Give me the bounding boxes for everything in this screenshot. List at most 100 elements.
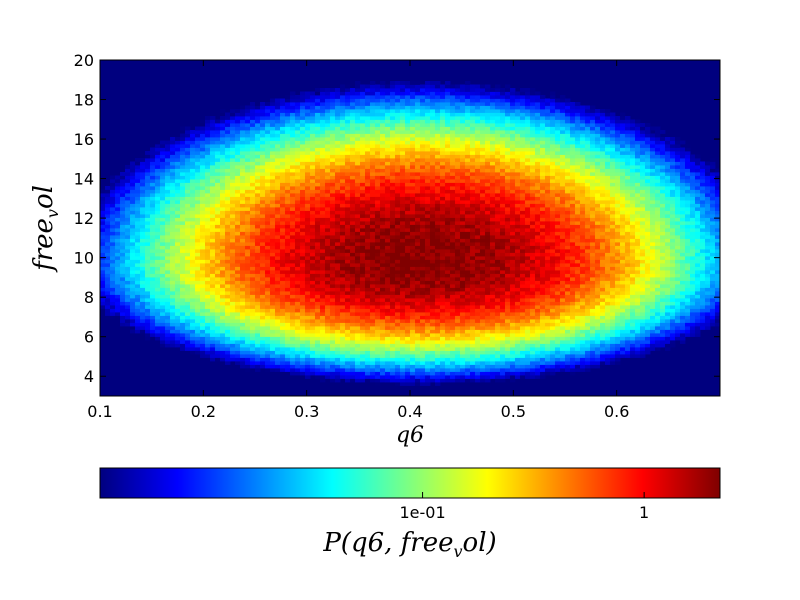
heatmap-cell: [225, 228, 231, 232]
heatmap-cell: [440, 210, 446, 215]
heatmap-cell: [275, 109, 281, 113]
heatmap-cell: [265, 224, 271, 229]
heatmap-cell: [395, 245, 401, 250]
heatmap-cell: [335, 196, 341, 201]
heatmap-cell: [220, 361, 226, 365]
heatmap-cell: [140, 179, 146, 183]
heatmap-cell: [225, 249, 231, 253]
heatmap-cell: [330, 298, 336, 302]
heatmap-cell: [260, 224, 266, 229]
heatmap-cell: [390, 179, 396, 183]
heatmap-cell: [105, 301, 111, 306]
heatmap-cell: [355, 158, 361, 162]
heatmap-cell: [170, 189, 176, 194]
heatmap-cell: [105, 231, 111, 236]
heatmap-cell: [360, 200, 366, 204]
heatmap-cell: [320, 294, 326, 299]
heatmap-cell: [165, 168, 171, 173]
heatmap-cell: [275, 238, 281, 243]
heatmap-cell: [430, 168, 436, 173]
heatmap-cell: [315, 329, 321, 334]
heatmap-cell: [115, 294, 121, 299]
heatmap-cell: [375, 137, 381, 141]
heatmap-cell: [350, 133, 356, 138]
heatmap-cell: [185, 259, 191, 264]
heatmap-cell: [265, 165, 271, 169]
heatmap-cell: [410, 207, 416, 211]
heatmap-cell: [125, 287, 131, 292]
heatmap-cell: [120, 266, 126, 271]
heatmap-cell: [250, 186, 256, 190]
heatmap-cell: [370, 123, 376, 127]
heatmap-cell: [415, 287, 421, 292]
heatmap-cell: [315, 375, 321, 379]
heatmap-cell: [275, 210, 281, 215]
heatmap-cell: [420, 210, 426, 215]
heatmap-cell: [160, 308, 166, 313]
heatmap-cell: [355, 287, 361, 292]
heatmap-cell: [395, 186, 401, 190]
heatmap-cell: [250, 193, 256, 197]
heatmap-cell: [360, 308, 366, 313]
heatmap-cell: [220, 333, 226, 337]
heatmap-cell: [295, 312, 301, 316]
heatmap-cell: [195, 133, 201, 138]
heatmap-cell: [435, 378, 441, 383]
heatmap-cell: [430, 144, 436, 148]
heatmap-cell: [255, 126, 261, 131]
heatmap-cell: [160, 273, 166, 278]
heatmap-cell: [225, 186, 231, 190]
heatmap-cell: [255, 357, 261, 362]
heatmap-cell: [235, 214, 241, 218]
heatmap-cell: [335, 378, 341, 383]
heatmap-cell: [390, 277, 396, 281]
heatmap-cell: [400, 343, 406, 348]
heatmap-cell: [120, 203, 126, 208]
heatmap-cell: [415, 81, 421, 85]
heatmap-cell: [265, 175, 271, 180]
heatmap-cell: [375, 242, 381, 246]
heatmap-cell: [405, 168, 411, 173]
heatmap-cell: [290, 357, 296, 362]
heatmap-cell: [440, 217, 446, 222]
heatmap-cell: [305, 224, 311, 229]
heatmap-cell: [365, 102, 371, 106]
heatmap-cell: [330, 88, 336, 92]
heatmap-cell: [325, 189, 331, 194]
heatmap-cell: [230, 350, 236, 355]
heatmap-cell: [340, 130, 346, 134]
heatmap-cell: [320, 252, 326, 257]
heatmap-cell: [255, 154, 261, 159]
heatmap-cell: [285, 270, 291, 274]
heatmap-cell: [185, 172, 191, 176]
heatmap-cell: [230, 123, 236, 127]
heatmap-cell: [215, 256, 221, 260]
heatmap-cell: [355, 151, 361, 155]
heatmap-cell: [395, 333, 401, 337]
heatmap-cell: [350, 336, 356, 341]
heatmap-cell: [260, 235, 266, 239]
heatmap-cell: [205, 172, 211, 176]
heatmap-cell: [325, 196, 331, 201]
heatmap-cell: [155, 312, 161, 316]
heatmap-cell: [215, 130, 221, 134]
heatmap-cell: [300, 291, 306, 295]
heatmap-cell: [275, 116, 281, 120]
heatmap-cell: [380, 378, 386, 383]
heatmap-cell: [230, 130, 236, 134]
heatmap-cell: [335, 259, 341, 264]
heatmap-cell: [350, 308, 356, 313]
heatmap-cell: [365, 172, 371, 176]
heatmap-cell: [120, 319, 126, 323]
heatmap-cell: [355, 277, 361, 281]
heatmap-cell: [400, 88, 406, 92]
heatmap-cell: [375, 301, 381, 306]
heatmap-cell: [245, 182, 251, 187]
heatmap-cell: [365, 151, 371, 155]
heatmap-cell: [205, 196, 211, 201]
heatmap-cell: [245, 193, 251, 197]
heatmap-cell: [130, 189, 136, 194]
heatmap-cell: [225, 326, 231, 330]
heatmap-cell: [380, 102, 386, 106]
heatmap-cell: [175, 263, 181, 267]
